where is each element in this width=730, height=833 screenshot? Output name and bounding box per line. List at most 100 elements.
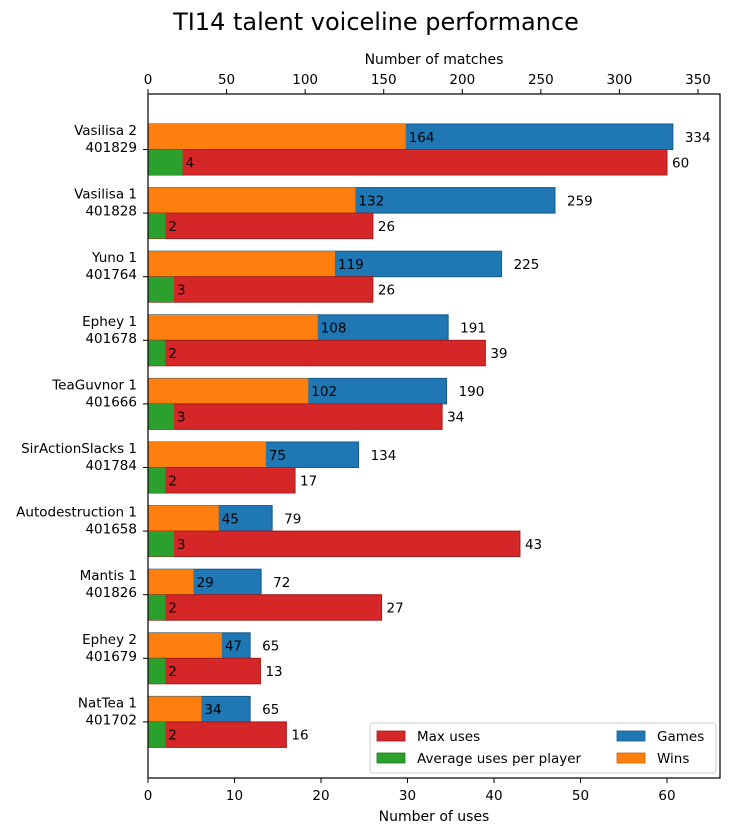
category-label-name: SirActionSlacks 1 — [21, 441, 137, 457]
top-axis-label: Number of matches — [365, 52, 504, 68]
data-label-avg-uses: 2 — [168, 600, 177, 616]
chart-title: TI14 talent voiceline performance — [172, 8, 579, 36]
bottom-axis: 0 10 20 30 40 50 60 — [144, 778, 676, 804]
data-label-max-uses: 26 — [378, 219, 395, 235]
data-label-max-uses: 17 — [300, 473, 317, 489]
bar-avg-uses — [148, 721, 166, 748]
bar-avg-uses — [148, 276, 174, 303]
bar-wins — [148, 505, 219, 532]
category-label-name: Mantis 1 — [80, 568, 137, 584]
data-label-games: 79 — [284, 511, 301, 527]
bar-avg-uses — [148, 403, 174, 430]
bottom-axis-tick-label: 0 — [144, 788, 153, 804]
data-label-avg-uses: 2 — [168, 473, 177, 489]
bar-max-uses — [147, 721, 287, 748]
bar-avg-uses — [148, 658, 166, 684]
bottom-axis-label: Number of uses — [379, 809, 490, 825]
data-label-avg-uses: 4 — [186, 155, 195, 171]
data-label-wins: 75 — [269, 448, 286, 464]
bottom-axis-tick-label: 50 — [572, 788, 589, 804]
data-label-wins: 47 — [225, 639, 242, 655]
top-axis-tick-label: 0 — [144, 72, 153, 88]
bar-wins — [148, 314, 318, 341]
top-axis: 0 50 100 150 200 250 300 350 — [144, 72, 711, 94]
bar-max-uses — [147, 530, 521, 558]
bar-wins — [148, 632, 222, 659]
bar-wins — [148, 442, 266, 468]
data-label-avg-uses: 3 — [177, 282, 186, 298]
bottom-axis-tick-label: 30 — [399, 788, 416, 804]
data-label-games: 225 — [514, 257, 540, 273]
bar-wins — [148, 696, 202, 722]
category-label-id: 401828 — [85, 204, 137, 220]
data-label-avg-uses: 2 — [168, 728, 177, 744]
data-label-avg-uses: 2 — [168, 219, 177, 235]
data-label-max-uses: 39 — [490, 346, 507, 362]
legend-label-avg-uses: Average uses per player — [417, 751, 582, 767]
top-axis-tick-label: 200 — [449, 72, 475, 88]
data-label-avg-uses: 3 — [177, 537, 186, 553]
top-axis-tick-label: 250 — [528, 72, 554, 88]
bar-max-uses — [147, 212, 374, 240]
bar-wins — [148, 569, 194, 595]
bar-max-uses — [147, 594, 383, 621]
data-label-avg-uses: 2 — [168, 664, 177, 680]
top-axis-tick-label: 350 — [685, 72, 711, 88]
legend-swatch-wins — [616, 752, 646, 764]
bar-max-uses — [147, 276, 374, 303]
data-label-avg-uses: 3 — [177, 410, 186, 426]
legend-swatch-max-uses — [376, 730, 406, 742]
data-label-games: 134 — [371, 448, 397, 464]
data-label-max-uses: 16 — [291, 728, 308, 744]
category-label-id: 401666 — [85, 394, 137, 410]
bar-avg-uses — [148, 467, 166, 493]
legend: Max uses Average uses per player Games W… — [369, 722, 717, 774]
data-label-wins: 164 — [409, 130, 435, 146]
bar-wins — [148, 187, 356, 214]
data-label-wins: 119 — [338, 257, 364, 273]
bars-layer — [147, 123, 674, 748]
category-label-id: 401678 — [85, 331, 137, 347]
bottom-axis-tick-label: 60 — [658, 788, 675, 804]
top-axis-tick-label: 150 — [371, 72, 397, 88]
bottom-axis-tick-label: 10 — [226, 788, 243, 804]
data-label-wins: 132 — [358, 193, 384, 209]
legend-swatch-avg-uses — [376, 752, 406, 764]
data-label-max-uses: 43 — [525, 537, 542, 553]
bar-wins — [148, 251, 335, 277]
bar-avg-uses — [148, 149, 183, 175]
category-label-id: 401829 — [85, 140, 137, 156]
category-label-name: Vasilisa 1 — [74, 187, 137, 203]
data-label-max-uses: 34 — [447, 410, 464, 426]
data-label-games: 259 — [567, 193, 593, 209]
data-label-max-uses: 27 — [387, 600, 404, 616]
legend-label-wins: Wins — [657, 751, 689, 767]
category-label-id: 401679 — [85, 649, 137, 665]
data-label-max-uses: 13 — [265, 664, 282, 680]
bar-avg-uses — [148, 213, 166, 239]
data-label-wins: 45 — [222, 511, 239, 527]
data-label-games: 65 — [262, 702, 279, 718]
data-label-games: 72 — [273, 575, 290, 591]
category-label-id: 401764 — [85, 267, 137, 283]
bar-avg-uses — [148, 594, 166, 621]
bar-max-uses — [147, 403, 443, 430]
bar-avg-uses — [148, 340, 166, 366]
data-label-max-uses: 60 — [672, 155, 689, 171]
bar-wins — [148, 124, 406, 150]
category-label-id: 401784 — [85, 458, 137, 474]
category-label-name: Autodestruction 1 — [16, 505, 137, 521]
bar-avg-uses — [148, 531, 174, 557]
data-label-wins: 102 — [311, 384, 337, 400]
data-label-max-uses: 26 — [378, 282, 395, 298]
category-label-id: 401826 — [85, 585, 137, 601]
bottom-axis-tick-label: 20 — [312, 788, 329, 804]
data-label-games: 334 — [685, 130, 711, 146]
legend-swatch-games — [616, 730, 646, 742]
legend-label-games: Games — [657, 729, 704, 745]
bar-wins — [148, 378, 309, 404]
data-label-avg-uses: 2 — [168, 346, 177, 362]
